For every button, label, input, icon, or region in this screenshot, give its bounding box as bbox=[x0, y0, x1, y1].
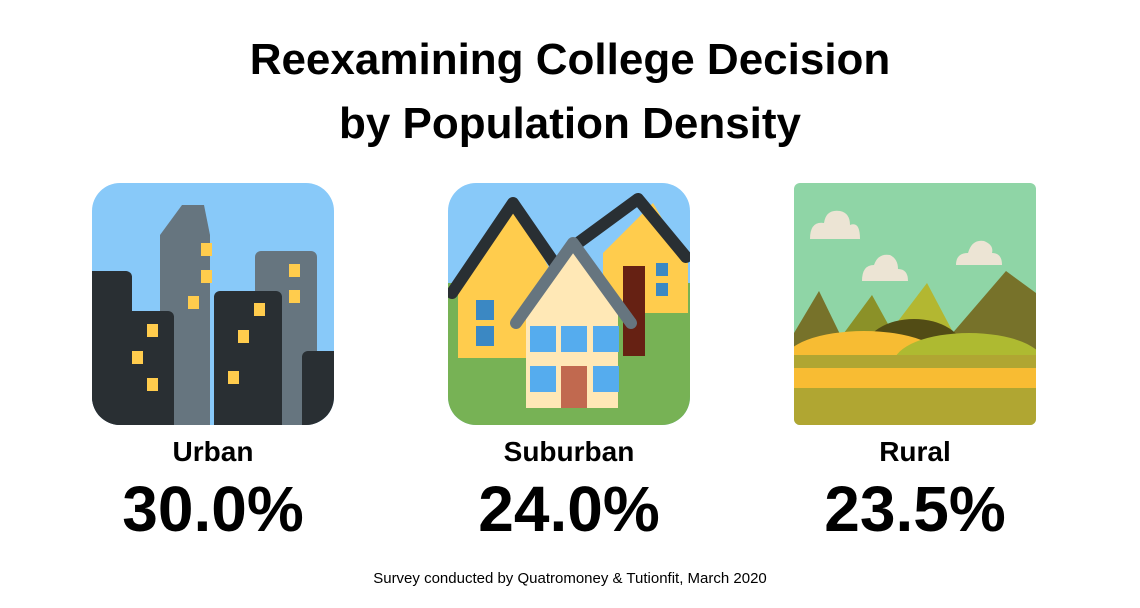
category-percentage: 24.0% bbox=[478, 473, 660, 545]
title-line-2: by Population Density bbox=[338, 99, 802, 148]
category-label: Rural bbox=[879, 436, 951, 467]
category-label: Suburban bbox=[503, 436, 635, 467]
city-icon bbox=[92, 183, 334, 425]
countryside-icon bbox=[794, 183, 1036, 425]
urban-card: Urban 30.0% bbox=[92, 183, 334, 547]
source-footnote: Survey conducted by Quatromoney & Tution… bbox=[373, 570, 767, 587]
suburban-card: Suburban 24.0% bbox=[448, 183, 690, 547]
rural-card: Rural 23.5% bbox=[794, 183, 1036, 547]
category-label: Urban bbox=[172, 436, 254, 467]
category-percentage: 23.5% bbox=[824, 473, 1006, 545]
page-title: Reexamining College Decision by Populati… bbox=[0, 28, 1140, 156]
category-percentage: 30.0% bbox=[122, 473, 304, 545]
title-line-1: Reexamining College Decision bbox=[249, 35, 891, 84]
houses-icon bbox=[448, 183, 690, 425]
